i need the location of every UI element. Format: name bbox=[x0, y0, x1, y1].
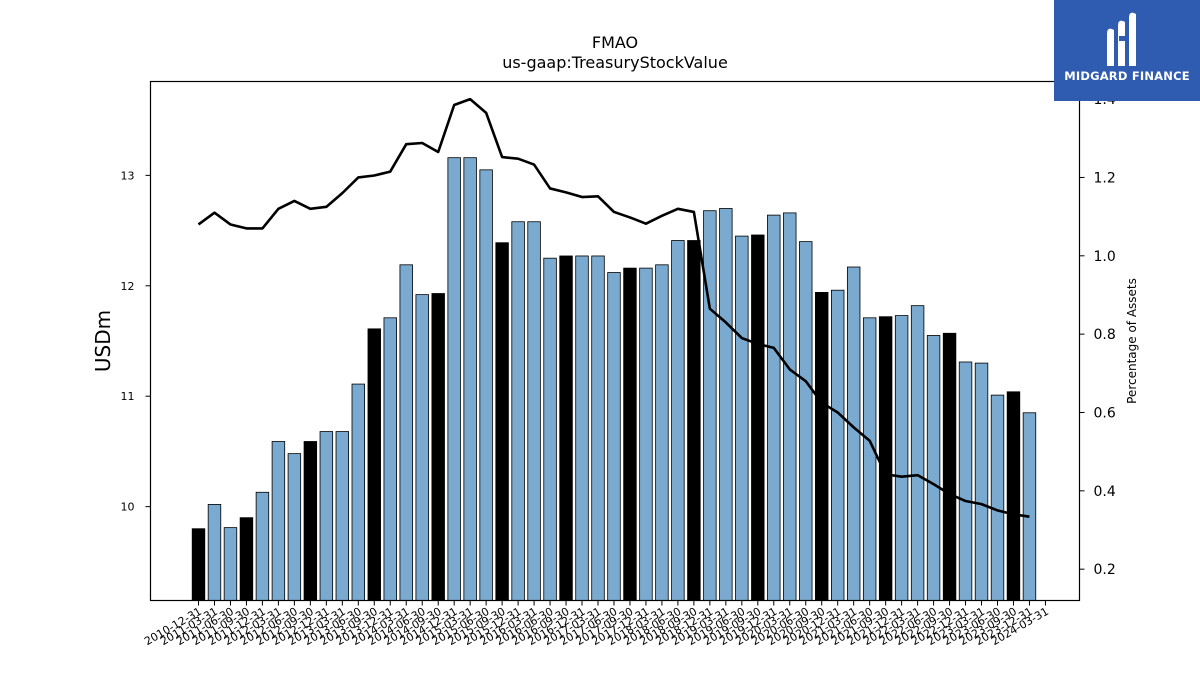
bar bbox=[191, 528, 206, 601]
bar bbox=[495, 242, 509, 601]
bar bbox=[846, 266, 861, 601]
bar bbox=[479, 169, 493, 601]
bar bbox=[527, 221, 541, 601]
bar bbox=[990, 394, 1005, 601]
y2-tick-label: 1.0 bbox=[1094, 249, 1116, 265]
midgard-logo-icon bbox=[1107, 12, 1136, 67]
bar bbox=[335, 431, 350, 601]
bar bbox=[1006, 391, 1021, 601]
bar bbox=[894, 315, 909, 601]
bar bbox=[575, 255, 589, 601]
bar bbox=[447, 157, 461, 601]
bar bbox=[623, 267, 637, 601]
y-tick-label: 12 bbox=[121, 280, 135, 293]
bar bbox=[255, 491, 270, 601]
bar bbox=[671, 240, 685, 601]
bar bbox=[287, 453, 302, 601]
bar bbox=[926, 335, 941, 601]
bar bbox=[543, 257, 557, 601]
bar bbox=[367, 328, 381, 601]
bar bbox=[878, 316, 893, 601]
bar bbox=[303, 441, 318, 601]
y2-tick-label: 0.6 bbox=[1094, 405, 1116, 421]
bar bbox=[319, 431, 334, 601]
bar bbox=[463, 157, 477, 601]
y-tick-label: 10 bbox=[121, 501, 135, 514]
right-axis-ticks: 0.20.40.60.81.01.21.4 bbox=[1079, 92, 1116, 578]
bar bbox=[351, 383, 366, 601]
bar bbox=[383, 317, 397, 601]
left-axis-ticks: 10 11 12 13 bbox=[121, 169, 151, 514]
y2-tick-label: 1.2 bbox=[1094, 170, 1116, 186]
bar bbox=[958, 361, 973, 601]
logo-text: MIDGARD FINANCE bbox=[1064, 69, 1190, 83]
y-tick-label: 11 bbox=[121, 390, 135, 403]
y2-axis-label: Percentage of Assets bbox=[1125, 278, 1139, 404]
bar bbox=[207, 504, 222, 601]
bar bbox=[399, 264, 413, 601]
bar bbox=[655, 264, 669, 601]
bar bbox=[703, 210, 717, 601]
bar bbox=[431, 293, 445, 601]
percentage-of-assets-line bbox=[197, 97, 1030, 518]
y2-tick-label: 0.4 bbox=[1094, 484, 1116, 500]
bar bbox=[719, 208, 733, 601]
bar bbox=[862, 317, 877, 601]
bar bbox=[1022, 412, 1037, 601]
bar bbox=[607, 272, 621, 601]
y2-tick-label: 0.2 bbox=[1094, 562, 1116, 578]
bar bbox=[559, 255, 573, 601]
x-axis-ticks: 2010-12-312011-03-312011-06-302011-09-30… bbox=[142, 600, 1051, 648]
midgard-finance-logo: MIDGARD FINANCE bbox=[1054, 0, 1200, 101]
bar bbox=[815, 292, 829, 601]
bar bbox=[910, 305, 925, 601]
bar bbox=[223, 527, 238, 601]
chart-title: FMAO bbox=[592, 33, 638, 52]
bar bbox=[974, 362, 989, 601]
bar bbox=[639, 267, 653, 601]
bar bbox=[783, 212, 797, 601]
bar-series bbox=[191, 157, 1037, 601]
y2-tick-label: 0.8 bbox=[1094, 327, 1116, 343]
plot-frame bbox=[149, 80, 1081, 602]
bar bbox=[511, 221, 525, 601]
bar bbox=[591, 255, 605, 601]
bar bbox=[271, 441, 286, 601]
bar bbox=[799, 241, 813, 601]
bar bbox=[751, 234, 765, 601]
y-axis-label: USDm bbox=[91, 310, 115, 372]
bar bbox=[767, 214, 781, 601]
bar bbox=[239, 517, 254, 601]
chart-subtitle: us-gaap:TreasuryStockValue bbox=[502, 53, 728, 72]
bar bbox=[735, 235, 749, 601]
line-series bbox=[197, 97, 1030, 518]
y-tick-label: 13 bbox=[121, 169, 135, 182]
bar bbox=[831, 289, 845, 601]
bar bbox=[687, 240, 701, 601]
bar bbox=[942, 332, 957, 601]
bar bbox=[415, 294, 429, 601]
